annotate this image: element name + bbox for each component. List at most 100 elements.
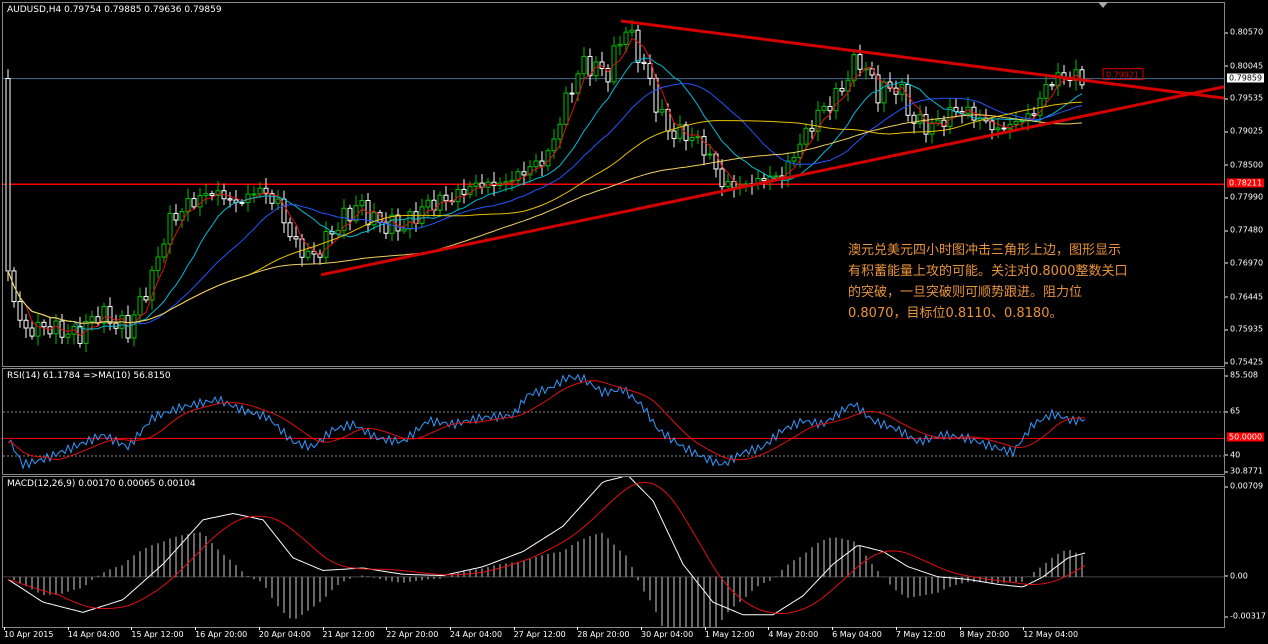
rsi-axis-tick: 40 <box>1224 450 1241 460</box>
candle-body <box>185 198 191 213</box>
candle-body <box>107 306 113 324</box>
rsi-axis-tick: 50.0000 <box>1227 432 1265 442</box>
candle-body <box>605 67 611 83</box>
candle-body <box>995 127 1001 131</box>
candle-body <box>587 55 593 77</box>
candle-body <box>917 114 923 124</box>
candle-body <box>1043 84 1049 99</box>
macd-pane[interactable]: MACD(12,26,9) 0.00170 0.00065 0.00104 <box>2 476 1225 628</box>
candle-body <box>827 105 833 112</box>
candle-body <box>569 92 575 95</box>
candle-body <box>389 214 395 234</box>
candle-body <box>545 150 551 167</box>
candle-body <box>551 138 557 152</box>
candle-body <box>689 137 695 141</box>
candle-body <box>857 54 863 70</box>
chart-symbol-label: AUDUSD,H4 0.79754 0.79885 0.79636 0.7985… <box>7 5 222 15</box>
candle-body <box>635 29 641 63</box>
candle-body <box>323 231 329 258</box>
time-axis-tick: 22 Apr 20:00 <box>386 627 439 639</box>
candle-body <box>287 222 293 238</box>
time-axis-tick: 16 Apr 20:00 <box>195 627 248 639</box>
candle-body <box>1013 120 1019 125</box>
candle-body <box>719 168 725 188</box>
triangle-upper-trendline <box>620 19 1224 100</box>
time-axis-tick: 6 May 04:00 <box>832 627 882 639</box>
candle-body <box>137 295 143 316</box>
candle-body <box>395 214 401 232</box>
candle-body <box>35 321 41 337</box>
time-axis-tick: 27 Apr 12:00 <box>513 627 566 639</box>
candle-body <box>809 127 815 132</box>
price-axis-tick: 0.75935 <box>1224 324 1264 334</box>
candle-body <box>653 77 659 113</box>
candle-body <box>155 256 161 271</box>
candle-body <box>491 181 497 187</box>
rsi-ma-line <box>7 380 1085 461</box>
chart-shift-marker-icon[interactable] <box>1098 2 1108 8</box>
candle-body <box>17 301 23 321</box>
candle-body <box>29 327 35 337</box>
macd-svg <box>3 477 1224 627</box>
time-axis-tick: 7 May 12:00 <box>895 627 946 639</box>
candle-body <box>1031 113 1037 116</box>
candle-body <box>665 108 671 132</box>
candle-body <box>89 316 95 323</box>
candle-body <box>683 124 689 141</box>
macd-histogram <box>13 532 1083 627</box>
triangle-lower-trendline <box>320 85 1224 277</box>
candle-body <box>263 187 269 195</box>
candle-body <box>821 105 827 111</box>
candle-body <box>239 201 245 204</box>
candle-body <box>227 198 233 201</box>
macd-axis-tick: 0.00 <box>1225 571 1248 581</box>
candle-body <box>1049 84 1055 87</box>
candle-body <box>725 181 731 188</box>
candle-body <box>647 63 653 79</box>
candle-body <box>317 253 323 258</box>
candle-body <box>959 111 965 114</box>
candle-body <box>467 185 473 195</box>
candle-body <box>1001 127 1007 130</box>
time-axis-tick: 10 Apr 2015 <box>4 627 54 639</box>
candle-body <box>989 120 995 131</box>
price-axis-tick: 0.76445 <box>1224 292 1264 302</box>
time-axis-tick: 12 May 04:00 <box>1023 627 1079 639</box>
candle-body <box>611 45 617 83</box>
current-price-tag: 0.79859 <box>1227 73 1265 83</box>
rsi-axis-tick: 65 <box>1224 406 1241 416</box>
candle-body <box>269 193 275 204</box>
candle-body <box>671 130 677 139</box>
price-chart-pane[interactable]: AUDUSD,H4 0.79754 0.79885 0.79636 0.7985… <box>2 2 1225 367</box>
rsi-pane[interactable]: RSI(14) 61.1784 =>MA(10) 56.8150 <box>2 368 1225 475</box>
candles-group <box>5 19 1085 353</box>
price-axis-tick: 0.80570 <box>1224 27 1264 37</box>
candle-body <box>677 124 683 139</box>
price-axis-tick: 0.76970 <box>1224 258 1264 268</box>
candle-body <box>209 193 215 196</box>
rsi-label: RSI(14) 61.1784 =>MA(10) 56.8150 <box>7 371 171 381</box>
candle-body <box>125 315 131 339</box>
candle-body <box>101 306 107 324</box>
candle-body <box>539 160 545 167</box>
candle-body <box>839 87 845 92</box>
candle-body <box>347 207 353 222</box>
candle-body <box>623 31 629 45</box>
macd-label: MACD(12,26,9) 0.00170 0.00065 0.00104 <box>7 479 196 489</box>
macd-axis: 0.00709 0.00 -0.00317 <box>1224 476 1268 628</box>
analysis-annotation: 澳元兑美元四小时图冲击三角形上边，图形显示有积蓄能量上攻的可能。关注对0.800… <box>848 243 1128 321</box>
candle-body <box>533 160 539 168</box>
candle-body <box>515 171 521 181</box>
rsi-axis-tick: 85.508 <box>1225 370 1258 380</box>
ma-long-line <box>7 114 1083 324</box>
price-axis-tick: 0.78500 <box>1224 160 1264 170</box>
candle-body <box>1019 120 1025 123</box>
candle-body <box>791 157 797 162</box>
macd-signal-line <box>7 481 1086 614</box>
candle-body <box>929 122 935 135</box>
candle-body <box>851 54 857 81</box>
macd-axis-tick: 0.00709 <box>1224 481 1264 491</box>
candle-body <box>455 188 461 203</box>
candle-body <box>275 198 281 204</box>
candle-body <box>179 211 185 221</box>
